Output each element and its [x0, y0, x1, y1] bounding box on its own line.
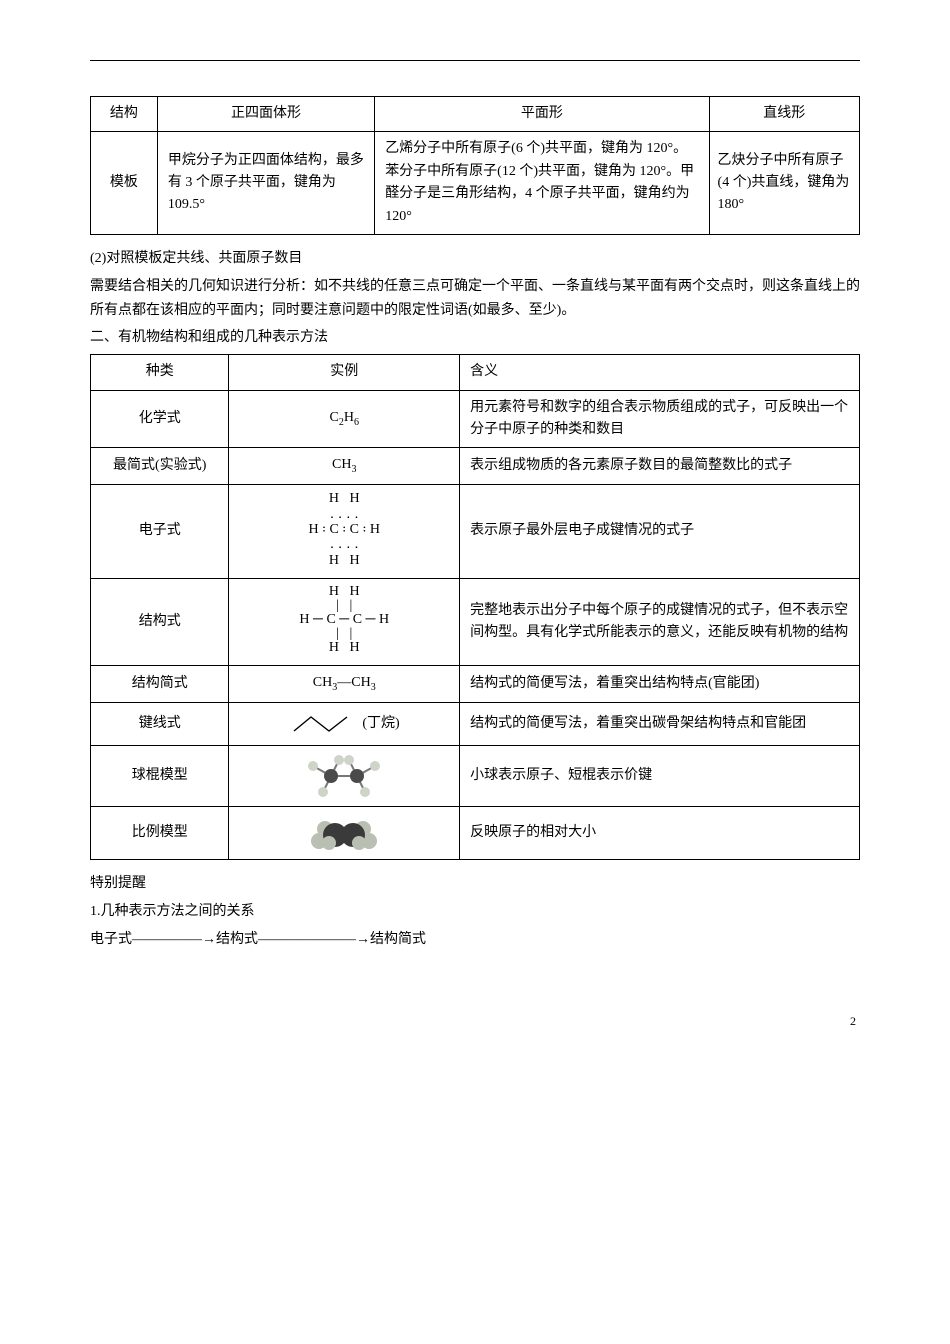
skeletal-label: (丁烷) — [362, 716, 399, 731]
table-row: 电子式 H H ․ ․ ․ ․ H ꞉ C ꞉ C ꞉ H ․ ․ ․ ․ H … — [91, 485, 860, 579]
kind-empirical: 最简式(实验式) — [91, 448, 229, 485]
table-row: 球棍模型 小球表示原子、短棍表示价键 — [91, 746, 860, 807]
meaning-empirical: 表示组成物质的各元素原子数目的最简整数比的式子 — [460, 448, 860, 485]
ch3ch3-formula: CH3—CH3 — [313, 675, 376, 690]
example-spacefill — [229, 807, 460, 860]
space-filling-model-icon — [299, 813, 389, 853]
example-lewis: H H ․ ․ ․ ․ H ꞉ C ꞉ C ꞉ H ․ ․ ․ ․ H H — [229, 485, 460, 579]
top-horizontal-rule — [90, 60, 860, 61]
meaning-condensed: 结构式的简便写法，着重突出结构特点(官能团) — [460, 666, 860, 703]
reminder-chain: 电子式―――――→结构式―――――――→结构简式 — [90, 928, 860, 952]
example-ballstick — [229, 746, 460, 807]
reminder-item-1: 1.几种表示方法之间的关系 — [90, 900, 860, 924]
t1-cell-2: 乙炔分子中所有原子(4 个)共直线，键角为180° — [709, 132, 859, 235]
t1-h1: 正四面体形 — [157, 97, 374, 132]
t1-h3: 直线形 — [709, 97, 859, 132]
table-row: 比例模型 反映原子的相对大小 — [91, 807, 860, 860]
table-row: 结构简式 CH3—CH3 结构式的简便写法，着重突出结构特点(官能团) — [91, 666, 860, 703]
kind-structural: 结构式 — [91, 579, 229, 666]
meaning-spacefill: 反映原子的相对大小 — [460, 807, 860, 860]
table-row: 结构 正四面体形 平面形 直线形 — [91, 97, 860, 132]
example-structural: H H | | H ─ C ─ C ─ H | | H H — [229, 579, 460, 666]
para-2-label: (2)对照模板定共线、共面原子数目 — [90, 247, 860, 271]
lewis-structure-icon: H H ․ ․ ․ ․ H ꞉ C ꞉ C ꞉ H ․ ․ ․ ․ H H — [308, 491, 380, 568]
meaning-structural: 完整地表示出分子中每个原子的成键情况的式子，但不表示空间构型。具有化学式所能表示… — [460, 579, 860, 666]
kind-chem-formula: 化学式 — [91, 390, 229, 448]
meaning-ballstick: 小球表示原子、短棍表示价键 — [460, 746, 860, 807]
t2-h0: 种类 — [91, 355, 229, 390]
example-skeletal: (丁烷) — [229, 703, 460, 746]
para-2-body: 需要结合相关的几何知识进行分析：如不共线的任意三点可确定一个平面、一条直线与某平… — [90, 275, 860, 323]
table-row: 结构式 H H | | H ─ C ─ C ─ H | | H H 完整地表示出… — [91, 579, 860, 666]
meaning-chem-formula: 用元素符号和数字的组合表示物质组成的式子，可反映出一个分子中原子的种类和数目 — [460, 390, 860, 448]
table-row: 模板 甲烷分子为正四面体结构，最多有 3 个原子共平面，键角为 109.5° 乙… — [91, 132, 860, 235]
kind-lewis: 电子式 — [91, 485, 229, 579]
table-row: 键线式 (丁烷) 结构式的简便写法，着重突出碳骨架结构特点和官能团 — [91, 703, 860, 746]
t1-rowlabel: 模板 — [91, 132, 158, 235]
t1-cell-1: 乙烯分子中所有原子(6 个)共平面，键角为 120°。苯分子中所有原子(12 个… — [375, 132, 709, 235]
kind-spacefill: 比例模型 — [91, 807, 229, 860]
structure-template-table: 结构 正四面体形 平面形 直线形 模板 甲烷分子为正四面体结构，最多有 3 个原… — [90, 96, 860, 235]
example-condensed: CH3—CH3 — [229, 666, 460, 703]
kind-condensed: 结构简式 — [91, 666, 229, 703]
t1-h2: 平面形 — [375, 97, 709, 132]
skeletal-butane-icon — [289, 709, 359, 739]
example-chem-formula: C2H6 — [229, 390, 460, 448]
table-row: 种类 实例 含义 — [91, 355, 860, 390]
representation-methods-table: 种类 实例 含义 化学式 C2H6 用元素符号和数字的组合表示物质组成的式子，可… — [90, 354, 860, 860]
t2-h1: 实例 — [229, 355, 460, 390]
t1-h0: 结构 — [91, 97, 158, 132]
reminder-title: 特别提醒 — [90, 872, 860, 896]
meaning-lewis: 表示原子最外层电子成键情况的式子 — [460, 485, 860, 579]
ball-stick-model-icon — [289, 752, 399, 800]
section-2-title: 二、有机物结构和组成的几种表示方法 — [90, 326, 860, 350]
structural-formula-icon: H H | | H ─ C ─ C ─ H | | H H — [299, 585, 389, 655]
t1-cell-0: 甲烷分子为正四面体结构，最多有 3 个原子共平面，键角为 109.5° — [157, 132, 374, 235]
example-empirical: CH3 — [229, 448, 460, 485]
meaning-skeletal: 结构式的简便写法，着重突出碳骨架结构特点和官能团 — [460, 703, 860, 746]
kind-ballstick: 球棍模型 — [91, 746, 229, 807]
table-row: 化学式 C2H6 用元素符号和数字的组合表示物质组成的式子，可反映出一个分子中原… — [91, 390, 860, 448]
kind-skeletal: 键线式 — [91, 703, 229, 746]
page-number: 2 — [90, 1012, 860, 1031]
t2-h2: 含义 — [460, 355, 860, 390]
ch3-formula: CH3 — [332, 457, 356, 472]
table-row: 最简式(实验式) CH3 表示组成物质的各元素原子数目的最简整数比的式子 — [91, 448, 860, 485]
c2h6-formula: C2H6 — [330, 410, 359, 425]
